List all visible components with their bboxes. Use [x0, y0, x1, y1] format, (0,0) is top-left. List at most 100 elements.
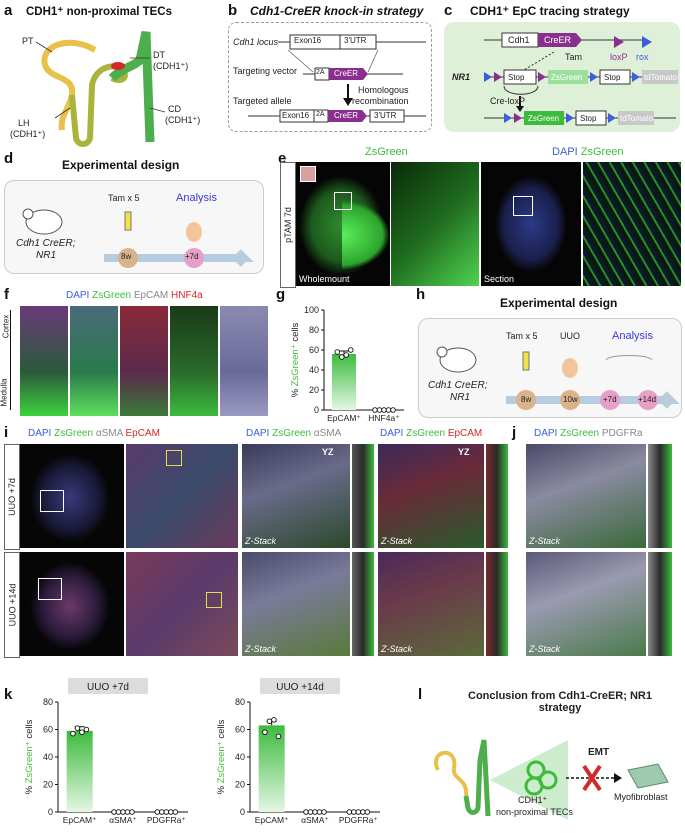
section-image: Section: [481, 162, 581, 286]
label-i-zsgreen: ZsGreen: [54, 428, 94, 439]
chart-g-ytick-label: 20: [309, 385, 319, 395]
chart-k1-point: [83, 726, 90, 733]
panel-l-title-1: Conclusion from Cdh1-CreER; NR1: [468, 690, 652, 702]
chart-g-point: [376, 407, 383, 413]
label-i2-zsgreen: ZsGreen: [272, 428, 312, 439]
label-3utr-b: 3'UTR: [374, 111, 397, 120]
f-hnf4a-image: [120, 306, 168, 416]
chart-k1-point: [120, 809, 126, 815]
chart-k1-title: UUO +7d: [87, 682, 129, 693]
chart-k2-point: [271, 717, 277, 723]
label-f-epcam: EpCAM: [133, 290, 169, 301]
chart-k1-point: [124, 809, 131, 815]
i-yz-epcam-14d: [486, 552, 508, 656]
tracing-diagram: [484, 32, 678, 126]
label-i2-asma: αSMA: [313, 428, 342, 439]
label-cells-2: non-proximal TECs: [496, 807, 573, 817]
label-cd: CD: [168, 104, 181, 114]
chart-k2-ytick-label: 40: [235, 752, 245, 762]
chart-k2-ytick-label: 80: [235, 697, 245, 707]
label-i3-zsgreen: ZsGreen: [406, 428, 446, 439]
label-j-zsgreen: ZsGreen: [560, 428, 600, 439]
chart-g: 0 20 40 60 80 100% ZsGreen⁺ cells EpCAM⁺ HNF4a⁺: [290, 305, 404, 423]
label-zstack-1: Z-Stack: [245, 536, 277, 546]
chart-k1-ytick-label: 80: [43, 697, 53, 707]
j-yz-14d: [648, 552, 672, 656]
chart-k2-point: [355, 809, 362, 815]
chart-k1-point: [154, 809, 161, 815]
label-exon16: Exon16: [294, 36, 322, 45]
panel-f-letter: f: [4, 286, 9, 303]
label-2a-b: 2A: [316, 111, 325, 118]
label-3utr: 3'UTR: [344, 36, 367, 45]
i-zstack-epcam-14d: Z-Stack: [378, 552, 484, 656]
f-zsgreen-image: [170, 306, 218, 416]
label-targeting-vector: Targeting vector: [233, 66, 298, 76]
chart-k1-xtick-label-0: EpCAM⁺: [63, 815, 97, 825]
chart-k1-title-box: [68, 678, 148, 694]
label-tam-h: Tam x 5: [506, 331, 538, 341]
label-i3-dapi: DAPI: [380, 428, 404, 439]
chart-g-point: [343, 352, 350, 358]
label-i3-epcam: EpCAM: [447, 428, 483, 439]
chart-k1-point: [79, 729, 85, 736]
chart-k2-ytick-label: 20: [235, 780, 245, 790]
label-creer-b: CreER: [334, 111, 359, 120]
chart-g-point: [339, 354, 345, 360]
label-j-dapi: DAPI: [534, 428, 558, 439]
label-cre-loxp: Cre-loxP: [490, 96, 526, 106]
label-zstack-4: Z-Stack: [381, 644, 413, 654]
label-cortex: Cortex: [1, 314, 11, 339]
chart-k1-point: [159, 809, 165, 815]
cortex-medulla-axis: Cortex Medulla: [0, 306, 18, 416]
label-yz-2: YZ: [458, 447, 470, 457]
chart-k1-point: [74, 725, 81, 731]
panel-j-letter: j: [512, 424, 517, 441]
chart-k2-point: [316, 809, 323, 815]
label-analysis-h: Analysis: [612, 330, 653, 342]
chart-g-xtick-label-1: HNF4a⁺: [368, 413, 400, 423]
label-f-hnf4a: HNF4a: [171, 290, 203, 301]
wholemount-zoom-image: [391, 162, 479, 286]
label-lh: LH: [18, 118, 30, 128]
label-zstack-3: Z-Stack: [245, 644, 277, 654]
label-e-dapi-zsgreen: DAPI ZsGreen: [552, 146, 624, 158]
panel-a-letter: a: [4, 2, 13, 19]
chart-g-point: [334, 349, 341, 355]
label-nr1: NR1: [452, 72, 471, 82]
label-recombination: recombination: [352, 96, 409, 106]
chart-k1-point: [111, 809, 117, 815]
chart-k1-bar-0: [66, 730, 93, 812]
i-yz-epcam-7d: [486, 444, 508, 548]
label-uuo-14d: UUO +14d: [7, 583, 17, 627]
label-7d-d: +7d: [185, 252, 199, 261]
chart-k2-bar-0: [258, 725, 285, 812]
chart-k2-xtick-label-2: PDGFRa⁺: [339, 815, 378, 825]
chart-g-point: [385, 407, 392, 413]
i-yz-asma-14d: [352, 552, 374, 656]
panel-g-letter: g: [276, 286, 286, 303]
label-stop-1: Stop: [508, 73, 525, 82]
label-i-dapi: DAPI: [28, 428, 52, 439]
chart-g-xtick-label-0: EpCAM⁺: [327, 413, 361, 423]
label-zstack-6: Z-Stack: [529, 644, 561, 654]
chart-k2-xtick-label-0: EpCAM⁺: [255, 815, 289, 825]
chart-g-point: [381, 407, 387, 413]
chart-k2-point: [360, 809, 366, 815]
label-tdtomato-1: tdTomato: [644, 73, 677, 82]
label-tam-c: Tam: [565, 52, 583, 62]
label-targeted-allele: Targeted allele: [233, 96, 292, 106]
label-i2-dapi: DAPI: [246, 428, 270, 439]
chart-g-ytick-label: 100: [304, 305, 319, 315]
panel-d-letter: d: [4, 150, 14, 167]
panel-k-letter: k: [4, 686, 13, 703]
label-8w-h: 8w: [521, 395, 532, 404]
chart-k2-title: UUO +14d: [276, 682, 324, 693]
panel-b-title: Cdh1-CreER knock-in strategy: [250, 4, 424, 18]
chart-k1-point: [163, 809, 170, 815]
wholemount-image: Wholemount: [296, 162, 390, 286]
design-timeline-d: [22, 208, 254, 268]
label-cdh1: Cdh1: [508, 35, 530, 45]
chart-k2-xtick-label-1: αSMA⁺: [301, 815, 329, 825]
label-zsgreen-1: ZsGreen: [551, 73, 583, 82]
